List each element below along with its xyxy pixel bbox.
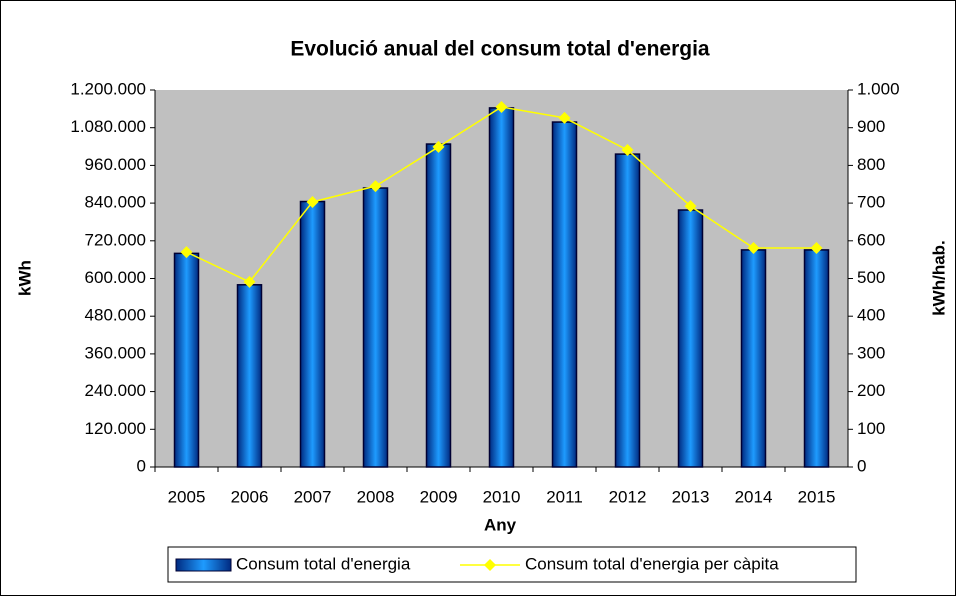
bar <box>614 153 641 468</box>
legend-swatch-bar <box>175 558 232 572</box>
y2-tick-label: 100 <box>857 419 885 438</box>
x-tick-label: 2005 <box>168 487 206 506</box>
x-tick-label: 2015 <box>798 487 836 506</box>
y-tick-label: 1.080.000 <box>70 117 146 136</box>
line-marker <box>747 241 760 254</box>
line-marker <box>432 140 445 153</box>
bar <box>740 249 767 468</box>
y2-tick-label: 1.000 <box>857 79 900 98</box>
bar <box>803 249 830 468</box>
x-axis-label: Any <box>484 515 517 534</box>
bar <box>236 284 263 468</box>
y-tick-label: 360.000 <box>85 343 146 362</box>
line-marker <box>306 195 319 208</box>
bar <box>551 121 578 468</box>
y-tick-label: 120.000 <box>85 419 146 438</box>
x-tick-label: 2006 <box>231 487 269 506</box>
line-marker <box>684 200 697 213</box>
x-tick-label: 2013 <box>672 487 710 506</box>
y-tick-label: 960.000 <box>85 155 146 174</box>
x-tick-label: 2011 <box>546 487 583 506</box>
bar <box>488 107 515 468</box>
y-tick-label: 600.000 <box>85 268 146 287</box>
y2-tick-label: 800 <box>857 155 885 174</box>
legend-label: Consum total d'energia <box>236 554 411 573</box>
y-tick-label: 1.200.000 <box>70 79 146 98</box>
line-marker <box>810 241 823 254</box>
y-axis-label: kWh <box>15 260 34 296</box>
y2-tick-label: 600 <box>857 230 885 249</box>
y2-tick-label: 300 <box>857 343 885 362</box>
legend-swatch-marker <box>484 559 496 571</box>
chart-title: Evolució anual del consum total d'energi… <box>290 38 710 61</box>
y2-tick-label: 500 <box>857 268 885 287</box>
bar <box>677 209 704 468</box>
legend-label: Consum total d'energia per càpita <box>525 554 779 573</box>
line-marker <box>558 111 571 124</box>
y-tick-label: 480.000 <box>85 306 146 325</box>
line-marker <box>243 275 256 288</box>
y-tick-label: 0 <box>137 456 146 475</box>
line-marker <box>369 180 382 193</box>
x-tick-label: 2007 <box>294 487 332 506</box>
x-tick-label: 2008 <box>357 487 395 506</box>
bar <box>425 143 452 468</box>
bar <box>299 200 326 468</box>
x-tick-label: 2010 <box>483 487 521 506</box>
x-tick-label: 2012 <box>609 487 647 506</box>
bar <box>173 252 200 468</box>
y2-axis-label: kWh/hab. <box>929 240 948 316</box>
y2-tick-label: 900 <box>857 117 885 136</box>
line-marker <box>180 246 193 259</box>
x-tick-label: 2009 <box>420 487 458 506</box>
y2-tick-label: 0 <box>857 456 866 475</box>
y2-tick-label: 400 <box>857 306 885 325</box>
line-marker <box>621 143 634 156</box>
line-marker <box>495 100 508 113</box>
y2-tick-label: 700 <box>857 193 885 212</box>
y-tick-label: 720.000 <box>85 230 146 249</box>
y-tick-label: 240.000 <box>85 381 146 400</box>
bar <box>362 187 389 468</box>
x-tick-label: 2014 <box>735 487 773 506</box>
y-tick-label: 840.000 <box>85 193 146 212</box>
y2-tick-label: 200 <box>857 381 885 400</box>
